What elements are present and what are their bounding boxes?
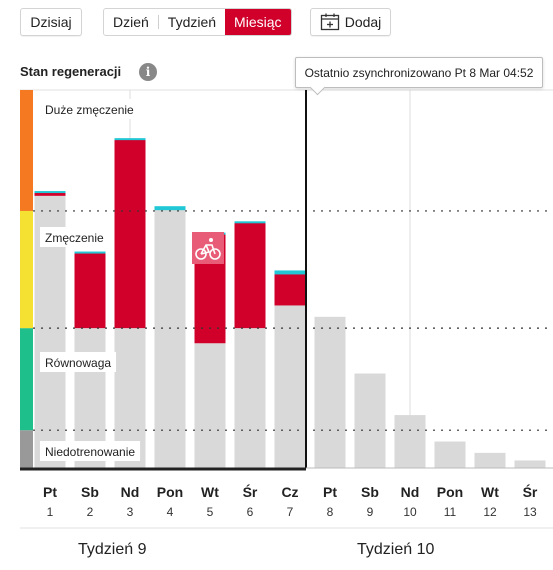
view-divider (157, 15, 159, 29)
day-number-label: 6 (247, 505, 254, 519)
day-name-label: Nd (401, 484, 420, 500)
day-name-label: Wt (201, 484, 219, 500)
recovery-bar[interactable] (394, 415, 426, 468)
day-name-label: Nd (121, 484, 140, 500)
current-marker (234, 221, 266, 224)
cycling-icon[interactable] (192, 232, 224, 264)
zone-label-bg (40, 352, 117, 372)
zone-label-3: Równowaga (45, 356, 111, 370)
current-marker (114, 138, 146, 141)
day-number-label: 8 (327, 505, 334, 519)
view-month-button[interactable]: Miesiąc (225, 9, 291, 35)
day-number-label: 12 (483, 505, 497, 519)
day-name-label: Pt (43, 484, 57, 500)
recovery-bar[interactable] (194, 343, 226, 468)
zone-label-bg (40, 227, 109, 247)
today-label: Dzisiaj (30, 14, 72, 30)
zone-strip-2 (20, 210, 33, 329)
day-number-label: 1 (47, 505, 54, 519)
current-marker (74, 251, 106, 254)
zone-label-bg (40, 99, 139, 119)
day-name-label: Pon (437, 484, 463, 500)
sync-tooltip: Ostatnio zsynchronizowano Pt 8 Mar 04:52 (295, 57, 543, 88)
info-icon[interactable]: i (139, 63, 157, 81)
zone-label-2: Zmęczenie (45, 231, 104, 245)
training-load-bar[interactable] (114, 139, 146, 329)
day-name-label: Sb (81, 484, 99, 500)
week-label-9: Tydzień 9 (78, 541, 147, 558)
today-button[interactable]: Dzisiaj (20, 8, 82, 36)
add-button[interactable]: Dodaj (310, 8, 391, 36)
zone-strip-3 (20, 328, 33, 431)
day-name-label: Cz (281, 484, 298, 500)
zone-label-1: Duże zmęczenie (45, 103, 134, 117)
current-marker (154, 206, 186, 211)
recovery-bar[interactable] (274, 305, 306, 468)
week-label-10: Tydzień 10 (357, 541, 435, 558)
zone-label-4: Niedotrenowanie (45, 445, 135, 459)
recovery-bar[interactable] (314, 316, 346, 468)
day-name-label: Śr (243, 483, 258, 500)
training-load-bar[interactable] (74, 252, 106, 329)
zone-strip-4 (20, 430, 33, 468)
add-label: Dodaj (344, 14, 382, 30)
day-number-label: 10 (403, 505, 417, 519)
current-marker (274, 270, 306, 275)
day-name-label: Pon (157, 484, 183, 500)
day-number-label: 9 (367, 505, 374, 519)
training-load-bar[interactable] (234, 222, 266, 329)
day-number-label: 13 (523, 505, 537, 519)
training-load-bar[interactable] (34, 192, 66, 196)
recovery-bar[interactable] (354, 373, 386, 469)
day-number-label: 3 (127, 505, 134, 519)
recovery-bar[interactable] (474, 452, 506, 468)
day-number-label: 11 (444, 505, 457, 519)
recovery-bar[interactable] (434, 441, 466, 468)
day-number-label: 5 (207, 505, 214, 519)
view-week-button[interactable]: Tydzień (167, 14, 217, 30)
day-name-label: Pt (323, 484, 337, 500)
recovery-bar[interactable] (514, 460, 546, 468)
zone-strip-1 (20, 90, 33, 211)
day-number-label: 7 (287, 505, 294, 519)
day-name-label: Śr (523, 483, 538, 500)
day-name-label: Wt (481, 484, 499, 500)
view-day-button[interactable]: Dzień (113, 14, 149, 30)
day-number-label: 4 (167, 505, 174, 519)
day-name-label: Sb (361, 484, 379, 500)
recovery-bar[interactable] (154, 207, 186, 468)
recovery-bar[interactable] (234, 328, 266, 468)
zone-label-bg (40, 441, 141, 461)
current-marker (34, 191, 66, 194)
panel-title: Stan regeneracji (20, 64, 122, 79)
calendar-plus-icon (320, 13, 339, 31)
training-load-bar[interactable] (274, 271, 306, 306)
view-switcher[interactable]: Dzień Tydzień Miesiąc (103, 8, 292, 36)
day-number-label: 2 (87, 505, 94, 519)
